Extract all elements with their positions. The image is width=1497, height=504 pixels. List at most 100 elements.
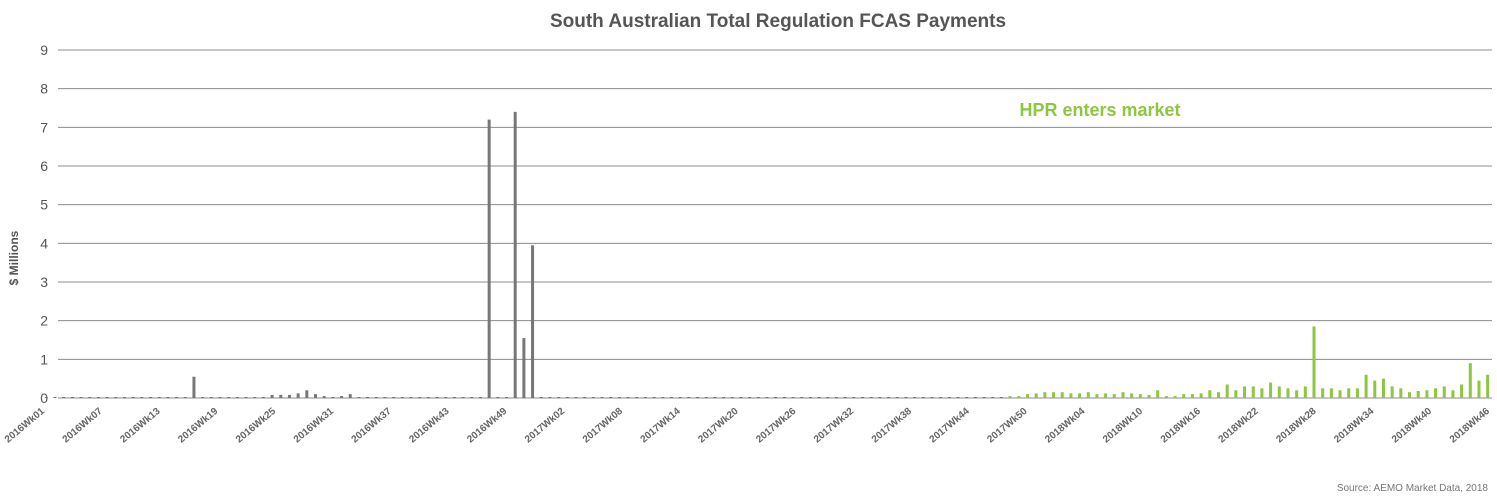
bar: [904, 397, 908, 398]
x-tick-label: 2018Wk34: [1332, 406, 1376, 446]
bar: [661, 397, 665, 398]
bar: [1373, 380, 1377, 398]
x-tick-label: 2016Wk07: [61, 406, 105, 446]
bar: [999, 397, 1003, 398]
bar: [452, 397, 456, 398]
y-tick-label: 8: [40, 81, 48, 97]
bar: [574, 397, 578, 398]
bar: [1156, 390, 1160, 398]
bar: [973, 397, 977, 398]
y-tick-label: 3: [40, 274, 48, 290]
x-tick-label: 2016Wk43: [407, 406, 451, 446]
bar: [791, 397, 795, 398]
x-tick-label: 2016Wk49: [465, 406, 509, 446]
bar: [696, 397, 700, 398]
bar: [765, 397, 769, 398]
x-tick-label: 2018Wk46: [1448, 406, 1492, 446]
bar: [444, 397, 448, 398]
bar: [322, 396, 326, 398]
bar: [1251, 386, 1255, 398]
bar: [426, 397, 430, 398]
bar: [782, 397, 786, 398]
bar: [209, 397, 213, 398]
bars: [44, 111, 1490, 399]
bar: [44, 397, 48, 398]
bar: [643, 397, 647, 398]
bar: [895, 397, 899, 398]
bar: [834, 397, 838, 398]
bar: [1338, 390, 1342, 398]
bar: [1095, 394, 1099, 398]
bar: [366, 397, 370, 398]
bar: [1329, 388, 1333, 398]
y-tick-label: 2: [40, 313, 48, 329]
y-tick-label: 7: [40, 119, 48, 135]
bar: [114, 397, 118, 398]
bar: [435, 397, 439, 398]
bar: [1399, 388, 1403, 398]
bar: [149, 397, 153, 398]
bar: [722, 397, 726, 398]
bar: [913, 397, 917, 398]
bar: [1130, 393, 1134, 398]
bar: [1060, 392, 1064, 398]
bar: [253, 397, 257, 398]
bar: [305, 390, 309, 398]
bar: [175, 397, 179, 398]
x-tick-label: 2017Wk14: [639, 406, 683, 446]
y-tick-label: 6: [40, 158, 48, 174]
y-tick-label: 1: [40, 351, 48, 367]
bar: [79, 397, 83, 398]
bar: [96, 397, 100, 398]
x-tick-label: 2017Wk20: [696, 406, 740, 446]
bar: [1486, 374, 1490, 398]
bar: [1147, 394, 1151, 398]
bar: [652, 397, 656, 398]
bar: [218, 397, 222, 398]
bar: [1052, 392, 1056, 398]
bar: [1321, 388, 1325, 398]
bar: [1043, 392, 1047, 398]
bar: [1217, 392, 1220, 398]
bar: [817, 397, 821, 398]
x-tick-label: 2018Wk22: [1217, 406, 1261, 446]
bar: [400, 397, 404, 398]
bar: [531, 245, 535, 398]
bar: [1243, 386, 1247, 398]
y-tick-label: 9: [40, 42, 48, 58]
chart-title: South Australian Total Regulation FCAS P…: [550, 11, 1006, 32]
bar: [53, 397, 57, 398]
bar: [1434, 388, 1438, 398]
bar: [548, 397, 552, 398]
bar: [1269, 382, 1273, 398]
x-tick-label: 2017Wk32: [812, 406, 856, 446]
bar: [965, 397, 969, 398]
bar: [921, 397, 925, 398]
bar: [122, 397, 126, 398]
bar: [1208, 390, 1212, 398]
x-tick-label: 2018Wk28: [1274, 406, 1318, 446]
bar: [583, 397, 587, 398]
bar: [227, 397, 231, 398]
bar: [852, 397, 856, 398]
bar: [887, 397, 891, 398]
y-tick-label: 5: [40, 197, 48, 213]
annotation-hpr: HPR enters market: [1019, 100, 1180, 120]
y-tick-label: 0: [40, 390, 48, 406]
bar: [1104, 393, 1108, 398]
bar: [982, 397, 986, 398]
x-tick-label: 2018Wk16: [1159, 406, 1203, 446]
bar: [357, 397, 361, 398]
bar: [1182, 394, 1186, 398]
bar: [287, 394, 291, 398]
bar: [1408, 392, 1412, 398]
bar: [1295, 390, 1299, 398]
bar: [930, 397, 934, 398]
bar: [1303, 386, 1307, 398]
bar: [487, 119, 491, 398]
x-tick-label: 2016Wk01: [3, 406, 47, 446]
x-tick-label: 2016Wk13: [118, 406, 162, 446]
bar: [861, 397, 865, 398]
bar: [1234, 390, 1238, 398]
